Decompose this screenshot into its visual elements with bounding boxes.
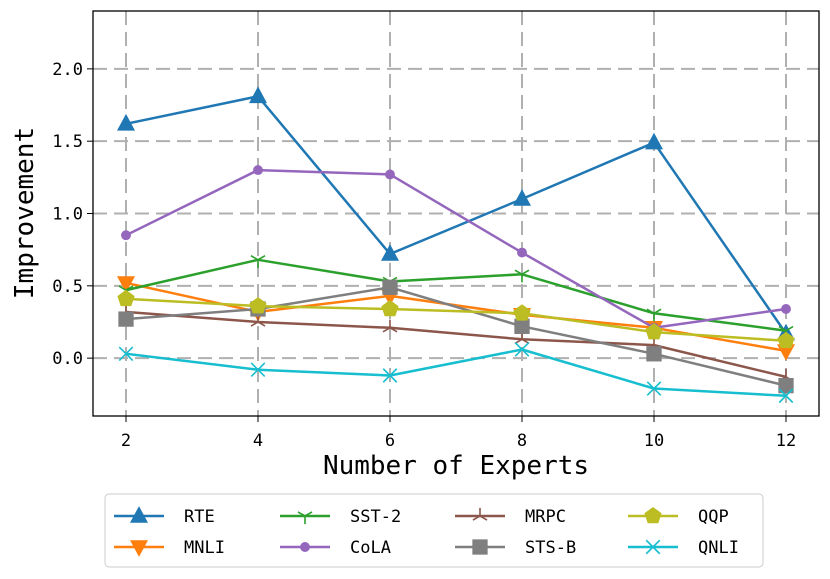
series-line-stsb — [125, 286, 787, 387]
data-point-rte — [513, 189, 531, 206]
legend-label-mrpc: MRPC — [525, 507, 566, 527]
series-line-qqp — [125, 297, 787, 343]
series-line-mrpc — [125, 310, 787, 379]
data-point-mnli — [777, 344, 795, 361]
data-point-stsb — [382, 279, 398, 295]
series-stsb — [118, 279, 794, 394]
data-point-qqp — [117, 289, 135, 307]
y-tick-label: 0.5 — [52, 277, 83, 297]
series-line-cola — [125, 168, 787, 330]
series-sst2 — [118, 255, 794, 339]
data-point-stsb — [646, 346, 662, 362]
x-tick-label: 12 — [776, 431, 796, 451]
x-tick-label: 6 — [385, 431, 395, 451]
data-point-mrpc — [382, 319, 398, 333]
data-point-cola — [517, 247, 527, 258]
y-tick-label: 2.0 — [52, 60, 83, 80]
legend: RTE MNLI SST-2 CoLA MRPC STS-B QQP QNLI — [104, 493, 764, 568]
legend-label-mnli: MNLI — [184, 538, 225, 558]
data-point-mnli — [117, 276, 135, 293]
x-tick-label: 4 — [253, 431, 263, 451]
data-point-cola — [121, 230, 131, 241]
series-line-rte — [125, 95, 788, 335]
data-point-qqp — [645, 323, 663, 340]
legend-item-stsb: STS-B — [455, 538, 576, 558]
series-line-qnli — [125, 348, 787, 398]
legend-item-rte: RTE — [114, 506, 215, 527]
data-point-qnli — [118, 346, 134, 362]
data-point-sst2 — [250, 255, 266, 268]
legend-label-qnli: QNLI — [698, 538, 739, 558]
legend-marker-stsb — [472, 539, 488, 555]
data-point-rte — [381, 244, 399, 261]
axis-ticks: 2 4 6 8 10 12 0.0 0.5 1.0 1.5 2.0 — [52, 60, 796, 451]
data-point-stsb — [118, 311, 134, 327]
series-mrpc — [118, 303, 794, 382]
x-tick-label: 10 — [644, 431, 664, 451]
data-point-qqp — [381, 300, 399, 317]
x-axis-title: Number of Experts — [323, 451, 589, 481]
data-point-qqp — [513, 304, 531, 321]
legend-box — [104, 493, 764, 568]
legend-marker-qnli — [645, 539, 661, 555]
data-point-sst2 — [646, 308, 662, 322]
data-point-cola — [253, 165, 263, 176]
y-tick-label: 0.0 — [52, 349, 83, 369]
series-qnli — [118, 342, 794, 404]
data-point-qnli — [778, 388, 794, 404]
x-tick-label: 2 — [121, 431, 131, 451]
data-point-qnli — [514, 342, 530, 357]
legend-marker-mnli — [130, 540, 148, 557]
data-point-qnli — [382, 368, 398, 383]
legend-marker-sst2 — [297, 511, 313, 525]
legend-label-sst2: SST-2 — [350, 507, 401, 527]
legend-item-sst2: SST-2 — [280, 507, 401, 527]
y-tick-label: 1.5 — [52, 132, 83, 152]
legend-item-mrpc: MRPC — [455, 507, 566, 527]
series-line-sst2 — [125, 258, 787, 332]
y-tick-label: 1.0 — [52, 205, 83, 225]
legend-label-stsb: STS-B — [525, 538, 576, 558]
legend-item-cola: CoLA — [280, 538, 391, 558]
legend-marker-cola — [300, 542, 310, 552]
legend-label-rte: RTE — [184, 507, 215, 527]
x-tick-label: 8 — [517, 431, 527, 451]
legend-item-qnli: QNLI — [628, 538, 739, 558]
legend-marker-mrpc — [472, 507, 488, 521]
data-point-sst2 — [514, 269, 530, 283]
legend-item-mnli: MNLI — [114, 538, 225, 558]
legend-item-qqp: QQP — [628, 507, 729, 527]
legend-label-cola: CoLA — [350, 538, 391, 558]
data-point-qqp — [777, 331, 795, 349]
data-point-qnli — [250, 362, 266, 378]
data-point-rte — [645, 132, 663, 150]
legend-marker-rte — [130, 506, 148, 523]
series-qqp — [117, 289, 795, 349]
legend-marker-qqp — [644, 507, 662, 524]
data-point-cola — [781, 304, 791, 314]
legend-label-qqp: QQP — [698, 507, 729, 527]
y-axis-title: Improvement — [10, 127, 40, 299]
series-line-mnli — [125, 281, 787, 353]
data-point-rte — [117, 113, 135, 131]
data-point-cola — [385, 169, 395, 180]
data-point-stsb — [778, 377, 794, 394]
series-lines — [117, 86, 795, 404]
data-point-qqp — [249, 297, 267, 314]
data-point-rte — [249, 86, 267, 104]
data-point-stsb — [514, 318, 530, 334]
data-point-qnli — [646, 381, 662, 396]
